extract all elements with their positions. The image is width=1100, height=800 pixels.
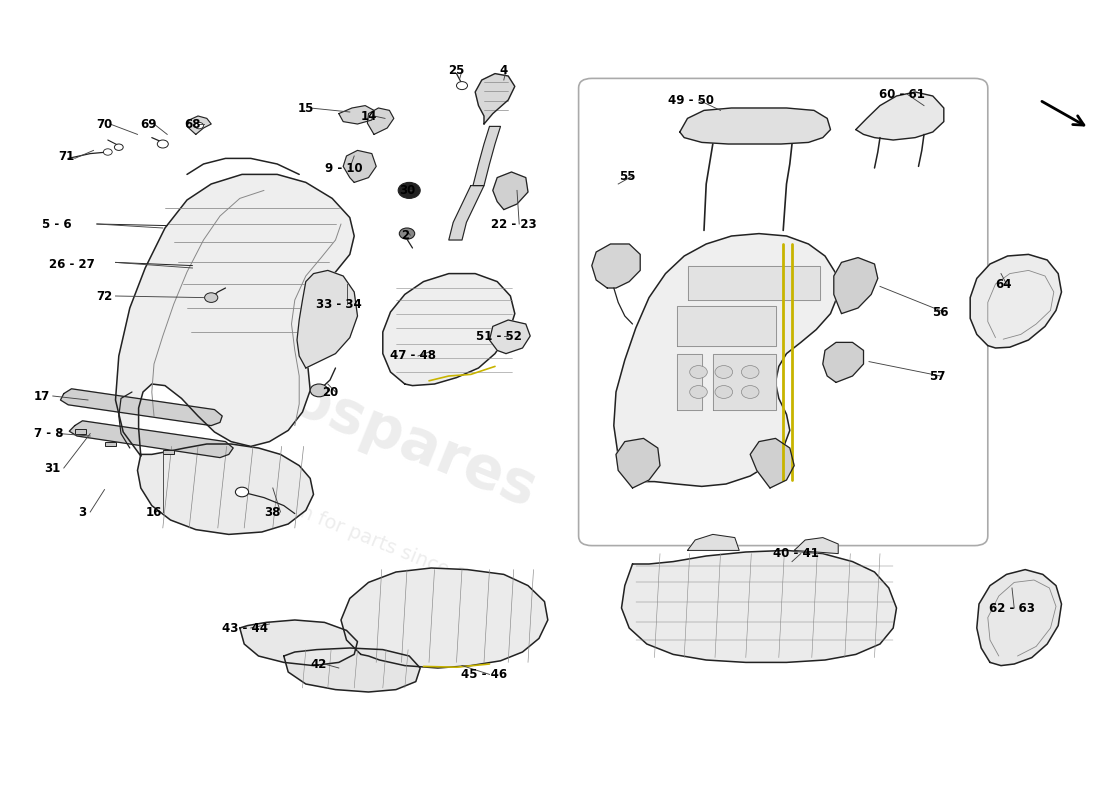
- Text: 64: 64: [996, 278, 1012, 290]
- Circle shape: [690, 386, 707, 398]
- Text: 33 - 34: 33 - 34: [316, 298, 362, 310]
- Text: a passion for parts since 1985: a passion for parts since 1985: [222, 472, 504, 600]
- Text: 69: 69: [141, 118, 156, 130]
- Polygon shape: [592, 244, 640, 288]
- Polygon shape: [794, 538, 838, 554]
- Circle shape: [195, 122, 204, 129]
- Text: 62 - 63: 62 - 63: [989, 602, 1035, 614]
- Polygon shape: [856, 92, 944, 140]
- Circle shape: [399, 228, 415, 239]
- Text: 56: 56: [933, 306, 948, 318]
- Circle shape: [690, 366, 707, 378]
- Polygon shape: [297, 270, 358, 368]
- Text: 15: 15: [298, 102, 314, 114]
- Polygon shape: [449, 186, 484, 240]
- Text: 14: 14: [361, 110, 376, 122]
- Text: 47 - 48: 47 - 48: [389, 350, 436, 362]
- Polygon shape: [688, 266, 820, 300]
- Polygon shape: [187, 116, 211, 134]
- Polygon shape: [970, 254, 1062, 348]
- Polygon shape: [138, 444, 314, 534]
- Polygon shape: [490, 320, 530, 354]
- Circle shape: [205, 293, 218, 302]
- Polygon shape: [60, 389, 222, 426]
- Polygon shape: [713, 354, 776, 410]
- Polygon shape: [680, 108, 830, 144]
- Polygon shape: [473, 126, 500, 186]
- Text: 43 - 44: 43 - 44: [222, 622, 268, 634]
- Text: 22 - 23: 22 - 23: [491, 218, 537, 230]
- Text: 55: 55: [618, 170, 636, 182]
- Text: 38: 38: [265, 506, 280, 518]
- Text: 40 - 41: 40 - 41: [773, 547, 820, 560]
- Text: 57: 57: [930, 370, 945, 382]
- Polygon shape: [343, 150, 376, 182]
- Polygon shape: [621, 550, 896, 662]
- Polygon shape: [367, 108, 394, 134]
- Text: 31: 31: [45, 462, 60, 474]
- Polygon shape: [339, 106, 374, 124]
- Text: 20: 20: [322, 386, 338, 398]
- Text: 4: 4: [499, 64, 508, 77]
- Polygon shape: [69, 421, 233, 458]
- Text: 5 - 6: 5 - 6: [43, 218, 72, 230]
- Polygon shape: [493, 172, 528, 210]
- Polygon shape: [676, 354, 702, 410]
- Circle shape: [715, 386, 733, 398]
- Circle shape: [114, 144, 123, 150]
- Bar: [75, 429, 86, 434]
- Text: 3: 3: [78, 506, 87, 518]
- Text: 2: 2: [400, 229, 409, 242]
- Circle shape: [157, 140, 168, 148]
- Text: 71: 71: [58, 150, 74, 162]
- Text: 45 - 46: 45 - 46: [461, 668, 507, 681]
- Text: eurospares: eurospares: [182, 329, 544, 519]
- Polygon shape: [614, 234, 838, 486]
- Circle shape: [741, 386, 759, 398]
- Text: 68: 68: [185, 118, 200, 130]
- Circle shape: [235, 487, 249, 497]
- Bar: [104, 442, 116, 446]
- Polygon shape: [616, 438, 660, 488]
- Text: 9 - 10: 9 - 10: [326, 162, 363, 174]
- Bar: [163, 450, 174, 454]
- Text: 60 - 61: 60 - 61: [879, 88, 925, 101]
- Polygon shape: [834, 258, 878, 314]
- Polygon shape: [977, 570, 1062, 666]
- Circle shape: [398, 182, 420, 198]
- Text: 25: 25: [449, 64, 464, 77]
- Polygon shape: [383, 274, 515, 386]
- Circle shape: [715, 366, 733, 378]
- Polygon shape: [676, 306, 776, 346]
- Text: 16: 16: [146, 506, 162, 518]
- Text: 26 - 27: 26 - 27: [48, 258, 95, 270]
- Text: 49 - 50: 49 - 50: [668, 94, 714, 106]
- Text: 51 - 52: 51 - 52: [476, 330, 522, 342]
- Circle shape: [741, 366, 759, 378]
- Polygon shape: [284, 648, 420, 692]
- Circle shape: [310, 384, 328, 397]
- Text: 72: 72: [97, 290, 112, 302]
- Text: 30: 30: [399, 184, 415, 197]
- Text: 42: 42: [311, 658, 327, 670]
- Text: 7 - 8: 7 - 8: [34, 427, 63, 440]
- Circle shape: [456, 82, 468, 90]
- Polygon shape: [688, 534, 739, 550]
- FancyBboxPatch shape: [579, 78, 988, 546]
- Text: 17: 17: [34, 390, 50, 402]
- Polygon shape: [750, 438, 794, 488]
- Polygon shape: [240, 620, 358, 666]
- Polygon shape: [475, 74, 515, 124]
- Polygon shape: [823, 342, 864, 382]
- Text: 70: 70: [97, 118, 112, 130]
- Polygon shape: [116, 174, 354, 456]
- Circle shape: [103, 149, 112, 155]
- Polygon shape: [341, 568, 548, 668]
